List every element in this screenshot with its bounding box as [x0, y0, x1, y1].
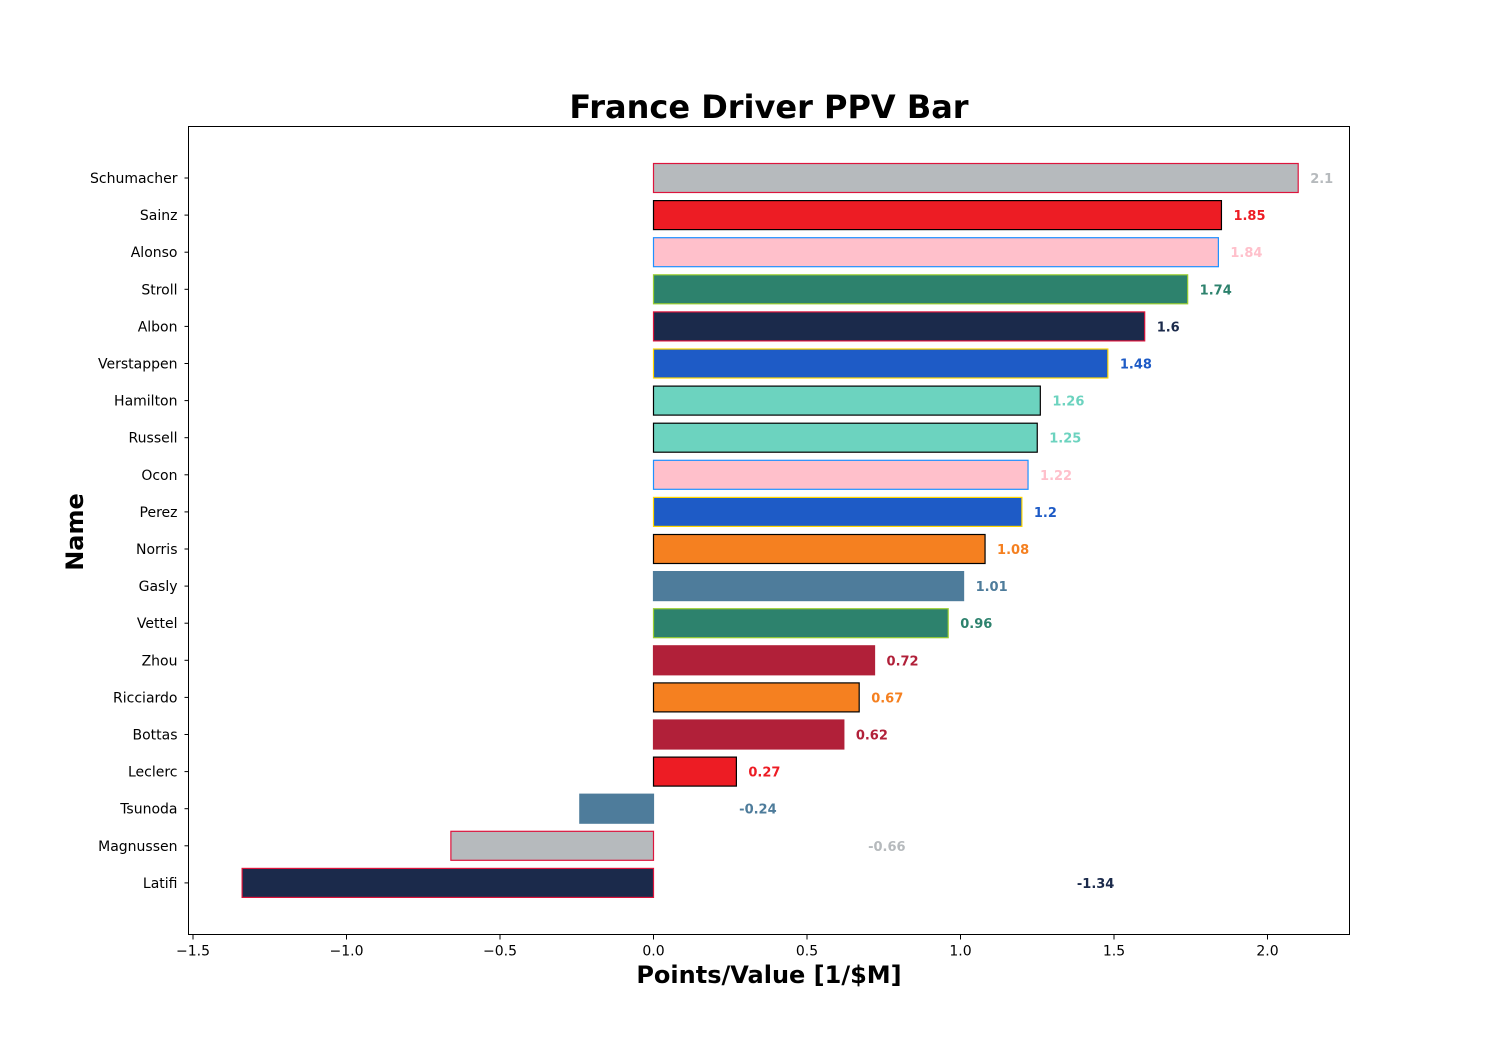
x-tick-label: −1.0 [330, 944, 364, 960]
data-label-ricciardo: 0.67 [871, 691, 903, 706]
y-tick-label-ricciardo: Ricciardo [113, 690, 177, 706]
bar-bottas [652, 719, 845, 750]
y-tick-label-bottas: Bottas [132, 728, 177, 744]
y-tick-label-leclerc: Leclerc [128, 765, 178, 781]
y-tick-label-alonso: Alonso [131, 245, 178, 261]
bar-perez [652, 496, 1023, 527]
data-label-bottas: 0.62 [856, 729, 888, 744]
bar-tsunoda [579, 793, 655, 824]
y-tick-label-albon: Albon [138, 319, 178, 335]
y-tick-label-zhou: Zhou [142, 653, 178, 669]
data-label-magnussen: -0.66 [868, 840, 905, 855]
data-label-alonso: 1.84 [1230, 246, 1262, 261]
data-label-russell: 1.25 [1049, 432, 1081, 447]
data-label-vettel: 0.96 [960, 617, 992, 632]
bar-norris [652, 533, 986, 565]
bar-vettel [652, 608, 949, 639]
data-label-schumacher: 2.1 [1310, 172, 1333, 187]
x-tick-label: −1.5 [176, 944, 210, 960]
data-label-perez: 1.2 [1034, 506, 1057, 521]
x-tick-label: 1.0 [949, 944, 971, 960]
y-tick-label-stroll: Stroll [141, 282, 177, 298]
y-tick-label-schumacher: Schumacher [90, 171, 178, 187]
x-tick-label: 0.0 [642, 944, 664, 960]
y-tick-label-vettel: Vettel [137, 616, 178, 632]
data-label-hamilton: 1.26 [1052, 395, 1084, 410]
y-tick-label-gasly: Gasly [139, 579, 178, 595]
y-tick-label-perez: Perez [140, 505, 178, 521]
bar-ocon [652, 459, 1029, 490]
y-tick-label-sainz: Sainz [140, 208, 178, 224]
bar-magnussen [450, 830, 655, 861]
data-label-stroll: 1.74 [1200, 283, 1232, 298]
y-tick-label-verstappen: Verstappen [98, 357, 177, 373]
bar-leclerc [652, 756, 737, 787]
chart-title: France Driver PPV Bar [569, 88, 968, 126]
data-label-verstappen: 1.48 [1120, 358, 1152, 373]
plot-area: Schumacher 2.1 Sainz 1.85 Alonso 1.84 Stroll 1.… [90, 162, 1333, 960]
y-tick-label-russell: Russell [129, 431, 178, 447]
y-tick-label-ocon: Ocon [141, 468, 177, 484]
x-tick-label: −0.5 [483, 944, 517, 960]
bar-russell [652, 422, 1038, 453]
bar-hamilton [652, 385, 1041, 416]
data-label-zhou: 0.72 [887, 654, 919, 669]
data-label-latifi: -1.34 [1077, 877, 1114, 892]
data-label-norris: 1.08 [997, 543, 1029, 558]
plot-frame [188, 126, 1350, 935]
bar-verstappen [652, 348, 1109, 379]
bar-stroll [652, 274, 1189, 305]
y-tick-label-norris: Norris [136, 542, 178, 558]
data-label-sainz: 1.85 [1233, 209, 1265, 224]
x-tick-label: 1.5 [1103, 944, 1125, 960]
bar-schumacher [652, 162, 1299, 194]
bar-albon [652, 311, 1146, 342]
bar-latifi [241, 867, 655, 899]
data-label-tsunoda: -0.24 [739, 803, 776, 818]
data-label-leclerc: 0.27 [748, 766, 780, 781]
bar-ricciardo [652, 682, 860, 713]
bar-zhou [652, 645, 876, 676]
bar-alonso [652, 237, 1219, 268]
data-label-gasly: 1.01 [976, 580, 1008, 595]
y-axis-label: Name [61, 493, 89, 571]
x-tick-label: 2.0 [1256, 944, 1278, 960]
y-tick-label-tsunoda: Tsunoda [119, 802, 177, 818]
data-label-albon: 1.6 [1157, 320, 1180, 335]
y-tick-label-magnussen: Magnussen [98, 839, 177, 855]
x-axis-label: Points/Value [1/$M] [636, 961, 901, 989]
y-tick-label-latifi: Latifi [143, 876, 178, 892]
x-tick-label: 0.5 [796, 944, 818, 960]
data-label-ocon: 1.22 [1040, 469, 1072, 484]
bar-sainz [652, 200, 1223, 231]
bar-gasly [652, 570, 965, 602]
y-tick-label-hamilton: Hamilton [114, 394, 177, 410]
